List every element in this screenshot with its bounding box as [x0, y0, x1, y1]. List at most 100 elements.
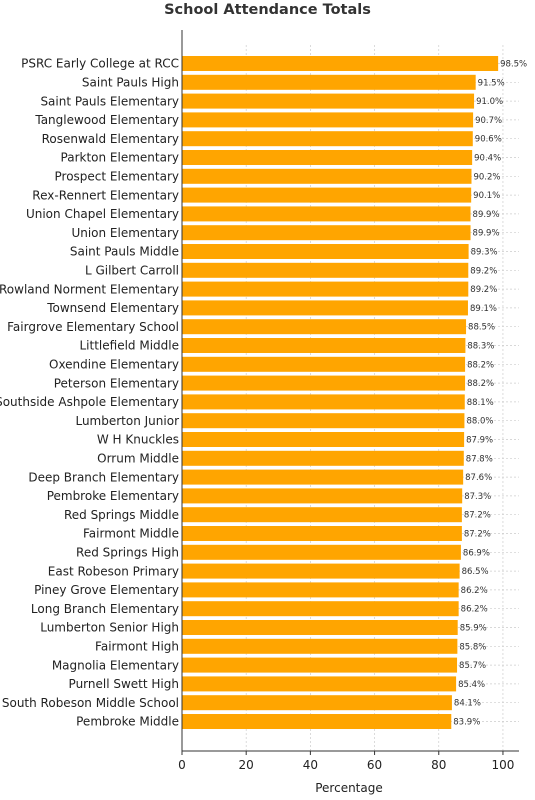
value-label: 86.5% — [462, 567, 489, 577]
category-label: Purnell Swett High — [69, 677, 179, 691]
bar — [182, 714, 452, 729]
bar — [182, 225, 471, 241]
value-label: 88.2% — [467, 360, 494, 370]
category-label: Littlefield Middle — [80, 339, 180, 353]
value-label: 89.1% — [470, 304, 497, 314]
category-label: Red Springs Middle — [64, 508, 179, 522]
value-label: 90.6% — [475, 135, 502, 145]
value-label: 88.3% — [467, 342, 494, 352]
bars — [182, 56, 499, 729]
category-label: Parkton Elementary — [61, 151, 179, 165]
category-labels: PSRC Early College at RCC Saint Pauls Hig… — [0, 57, 179, 729]
value-label: 90.7% — [475, 116, 502, 126]
category-label: Long Branch Elementary — [31, 602, 179, 616]
value-label: 85.8% — [459, 642, 486, 652]
bar — [182, 338, 466, 353]
category-label: Rosenwald Elementary — [42, 132, 179, 146]
value-label: 89.2% — [470, 266, 497, 276]
category-label: Southside Ashpole Elementary — [0, 395, 179, 409]
value-labels: 98.5% 91.5% 91.0% 90.7% 90.6% 90.4% 90.2% 90.1%… — [453, 60, 527, 728]
category-label: Piney Grove Elementary — [34, 583, 179, 597]
category-label: Orrum Middle — [97, 452, 179, 466]
bar — [182, 319, 467, 335]
category-label: Red Springs High — [76, 546, 179, 560]
category-label: Pembroke Middle — [76, 715, 179, 729]
chart-title: School Attendance Totals — [164, 2, 371, 18]
bar — [182, 206, 471, 222]
x-tick-label: 0 — [178, 758, 186, 772]
bar — [182, 638, 458, 654]
category-label: Deep Branch Elementary — [28, 470, 179, 484]
category-label: Union Chapel Elementary — [26, 207, 179, 221]
bar — [182, 131, 473, 147]
value-label: 90.1% — [473, 191, 500, 201]
value-label: 91.5% — [478, 78, 505, 88]
x-tick-label: 40 — [303, 758, 318, 772]
category-label: Fairgrove Elementary School — [7, 320, 179, 334]
x-tick-label: 100 — [491, 758, 514, 772]
value-label: 85.7% — [459, 661, 486, 671]
value-label: 83.9% — [453, 718, 480, 728]
category-label: L Gilbert Carroll — [85, 264, 179, 278]
category-label: W H Knuckles — [97, 433, 179, 447]
value-label: 87.6% — [465, 473, 492, 483]
bar — [182, 187, 472, 203]
bar — [182, 300, 468, 316]
bar — [182, 262, 469, 278]
value-label: 89.2% — [470, 285, 497, 295]
category-label: South Robeson Middle School — [2, 696, 179, 710]
category-label: Peterson Elementary — [54, 376, 179, 390]
bar — [182, 620, 458, 635]
bar — [182, 582, 459, 598]
category-label: PSRC Early College at RCC — [21, 57, 179, 71]
bar — [182, 526, 462, 541]
x-axis-title: Percentage — [315, 781, 383, 795]
value-label: 90.2% — [473, 172, 500, 182]
value-label: 89.3% — [471, 248, 498, 258]
bar — [182, 394, 465, 410]
value-label: 88.0% — [466, 417, 493, 427]
category-label: Fairmont High — [95, 640, 179, 654]
category-label: Saint Pauls Middle — [70, 245, 179, 259]
x-tick-label: 20 — [239, 758, 254, 772]
value-label: 89.9% — [473, 229, 500, 239]
x-tick-label: 60 — [367, 758, 382, 772]
bar — [182, 432, 465, 447]
value-label: 90.4% — [474, 154, 501, 164]
bar — [182, 563, 460, 579]
value-label: 88.5% — [468, 323, 495, 333]
value-label: 86.9% — [463, 548, 490, 558]
value-label: 88.2% — [467, 379, 494, 389]
value-label: 87.3% — [464, 492, 491, 502]
bar — [182, 112, 474, 128]
bar — [182, 93, 475, 109]
category-label: East Robeson Primary — [48, 564, 179, 578]
category-label: Saint Pauls Elementary — [40, 94, 179, 108]
category-label: Rowland Norment Elementary — [0, 282, 179, 296]
bar — [182, 244, 469, 259]
bar — [182, 56, 499, 71]
bar — [182, 413, 465, 429]
category-label: Oxendine Elementary — [49, 358, 179, 372]
bar — [182, 281, 469, 297]
value-label: 87.8% — [466, 454, 493, 464]
bar — [182, 150, 473, 165]
bar — [182, 450, 464, 466]
bar — [182, 676, 457, 692]
bar — [182, 74, 476, 90]
bar — [182, 544, 461, 560]
category-label: Lumberton Senior High — [40, 621, 179, 635]
value-label: 85.4% — [458, 680, 485, 690]
value-label: 89.9% — [473, 210, 500, 220]
category-label: Pembroke Elementary — [47, 489, 179, 503]
value-label: 85.9% — [460, 624, 487, 634]
category-label: Union Elementary — [71, 226, 179, 240]
bar — [182, 168, 472, 184]
bar — [182, 507, 462, 523]
value-label: 84.1% — [454, 699, 481, 709]
value-label: 98.5% — [500, 60, 527, 70]
bar — [182, 695, 452, 711]
value-label: 88.1% — [467, 398, 494, 408]
category-label: Fairmont Middle — [83, 527, 179, 541]
